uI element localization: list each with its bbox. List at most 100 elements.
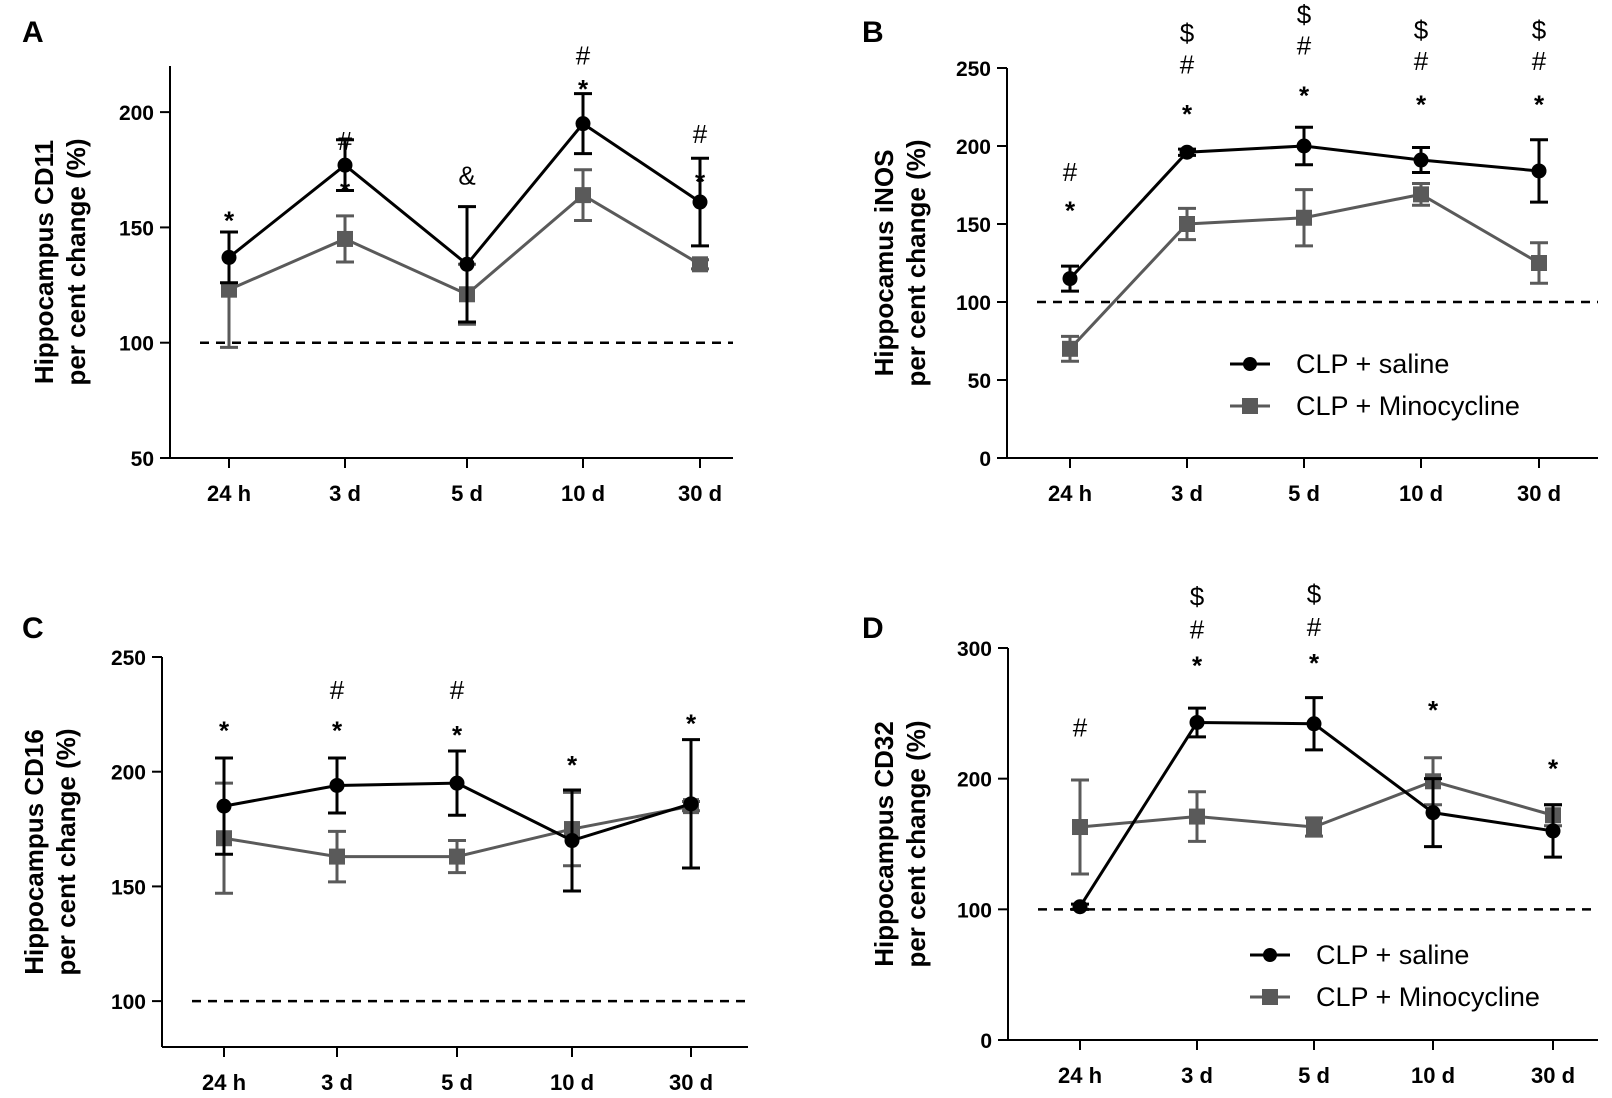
significance-mark: # <box>1073 712 1088 742</box>
x-tick-label: 5 d <box>1288 481 1320 506</box>
series-minocycline <box>1061 181 1548 363</box>
data-point-saline <box>221 249 237 265</box>
significance-mark: # <box>576 40 591 70</box>
data-point-saline <box>216 798 232 814</box>
significance-mark: # <box>338 126 353 156</box>
data-point-minocycline <box>1179 216 1195 232</box>
x-tick-label: 30 d <box>1517 481 1561 506</box>
legend-marker-minocycline <box>1262 989 1278 1005</box>
y-axis-title-line: per cent change (%) <box>901 720 931 967</box>
x-tick-label: 24 h <box>1048 481 1092 506</box>
significance-mark: $ <box>1180 18 1195 48</box>
y-tick-label: 100 <box>956 292 991 315</box>
x-tick-label: 30 d <box>669 1070 713 1095</box>
panel-letter: A <box>22 16 44 49</box>
y-tick-label: 200 <box>119 102 154 125</box>
x-tick-label: 10 d <box>1411 1063 1455 1088</box>
significance-mark: # <box>1307 612 1322 642</box>
data-point-minocycline <box>1072 819 1088 836</box>
panel-d: D 0 100 200 300 24 h 3 d 5 d 10 d 30 d Hippocampus… <box>862 579 1598 1088</box>
x-tick-label: 10 d <box>1399 481 1443 506</box>
x-tick-label: 30 d <box>1531 1063 1575 1088</box>
data-point-saline <box>575 116 591 132</box>
data-point-saline <box>1072 899 1088 915</box>
significance-mark: # <box>1297 31 1312 61</box>
y-tick-label: 0 <box>979 448 991 471</box>
x-tick-label: 30 d <box>678 481 722 506</box>
x-tick-label: 5 d <box>1298 1063 1330 1088</box>
series-saline <box>220 92 709 324</box>
y-tick-label: 150 <box>111 876 146 899</box>
significance-mark: * <box>578 74 589 104</box>
significance-mark: * <box>340 176 351 206</box>
series-line-minocycline <box>228 193 701 297</box>
x-tick-label: 3 d <box>329 481 361 506</box>
significance-mark: $ <box>1532 15 1547 45</box>
data-point-saline <box>1306 716 1322 732</box>
significance-mark: * <box>686 709 697 739</box>
significance-mark: # <box>1190 614 1205 644</box>
significance-mark: * <box>695 166 706 196</box>
data-point-saline <box>692 194 708 210</box>
series-line-saline <box>228 121 701 267</box>
panel-a: A 50 100 150 200 24 h 3 d 5 d 10 d 30 d Hippocampu… <box>22 16 733 506</box>
significance-mark: & <box>458 160 475 190</box>
y-tick-label: 200 <box>956 136 991 159</box>
data-point-saline <box>329 777 345 793</box>
data-point-saline <box>1296 138 1312 154</box>
data-point-saline <box>337 157 353 173</box>
y-axis-title-line: per cent change (%) <box>61 138 91 385</box>
significance-mark: * <box>1192 650 1203 680</box>
data-point-minocycline <box>692 256 708 273</box>
y-axis-title-line: per cent change (%) <box>51 728 81 975</box>
x-tick-label: 3 d <box>1181 1063 1213 1088</box>
series-saline <box>1061 125 1548 293</box>
legend: CLP + saline CLP + Minocycline <box>1250 940 1540 1012</box>
legend-marker-minocycline <box>1242 398 1258 414</box>
y-axis-title: Hippocampus CD11per cent change (%) <box>29 138 91 385</box>
y-axis-title: Hippocampus CD16per cent change (%) <box>19 728 81 975</box>
y-tick-label: 200 <box>111 762 146 785</box>
panel-c: C 100 150 200 250 24 h 3 d 5 d 10 d 30 d Hippocamp… <box>19 612 748 1095</box>
legend-marker-saline <box>1263 948 1277 962</box>
data-point-minocycline <box>1531 255 1547 271</box>
y-axis-title-line: Hippocampus CD32 <box>869 721 899 967</box>
data-point-minocycline <box>337 230 353 247</box>
y-tick-label: 50 <box>131 448 154 471</box>
x-tick-label: 10 d <box>550 1070 594 1095</box>
significance-mark: $ <box>1190 582 1205 612</box>
data-point-saline <box>1062 271 1078 287</box>
y-tick-label: 100 <box>111 991 146 1014</box>
data-point-saline <box>1189 714 1205 730</box>
y-tick-label: 0 <box>980 1030 992 1053</box>
significance-mark: # <box>330 675 345 705</box>
significance-mark: $ <box>1307 579 1322 609</box>
data-point-saline <box>1531 163 1547 179</box>
y-tick-label: 100 <box>957 899 992 922</box>
data-point-saline <box>564 833 580 849</box>
legend-label-saline: CLP + saline <box>1296 349 1449 379</box>
data-point-minocycline <box>1296 209 1312 226</box>
significance-mark: # <box>1063 157 1078 187</box>
panel-letter: B <box>862 16 884 49</box>
legend-label-minocycline: CLP + Minocycline <box>1296 391 1520 421</box>
panel-b: B 0 50 100 150 200 250 24 h 3 d 5 d 10 d 30 d Hippoc… <box>862 0 1598 506</box>
significance-mark: # <box>693 119 708 149</box>
data-point-saline <box>683 796 699 812</box>
data-point-saline <box>459 256 475 272</box>
y-tick-label: 150 <box>956 214 991 237</box>
y-tick-label: 300 <box>957 638 992 661</box>
x-tick-label: 10 d <box>561 481 605 506</box>
data-point-minocycline <box>1413 186 1429 203</box>
significance-mark: # <box>1180 49 1195 79</box>
significance-mark: $ <box>1297 0 1312 29</box>
data-point-saline <box>1545 823 1561 839</box>
x-tick-label: 5 d <box>451 481 483 506</box>
series-minocycline <box>1071 756 1562 876</box>
data-point-saline <box>1179 144 1195 160</box>
y-tick-label: 250 <box>111 647 146 670</box>
significance-mark: * <box>1299 80 1310 110</box>
data-point-minocycline <box>329 848 345 865</box>
x-tick-label: 3 d <box>321 1070 353 1095</box>
